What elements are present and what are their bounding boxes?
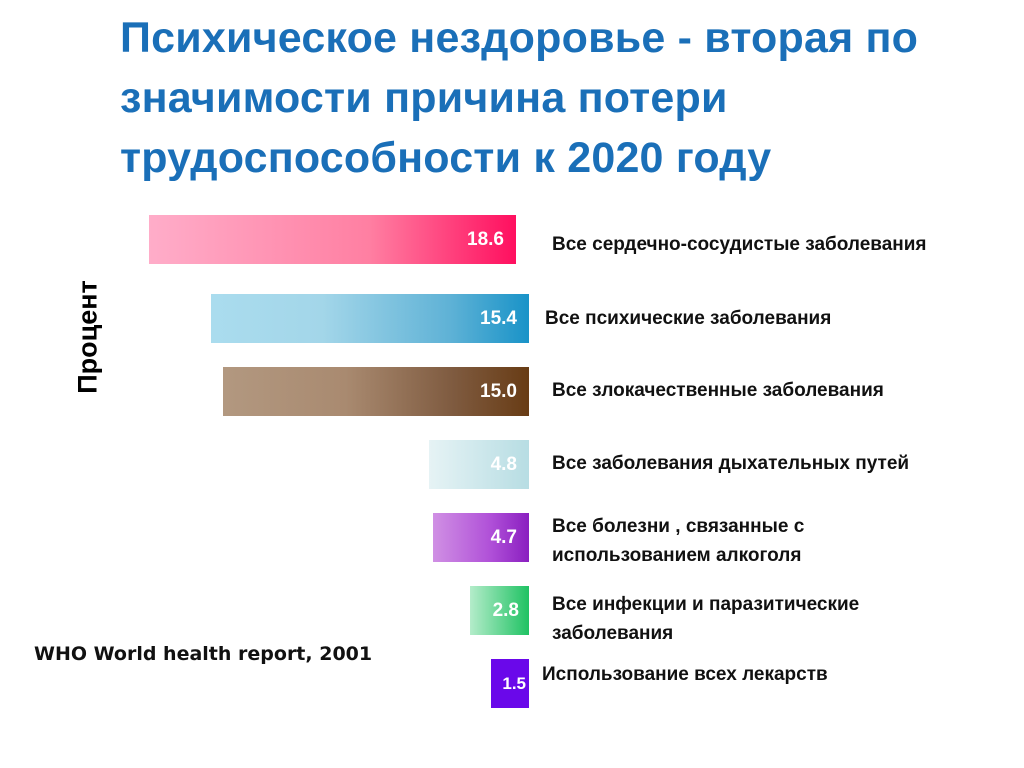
category-label-infections: Все инфекции и паразитические заболевани… — [552, 590, 1012, 648]
page-title: Психическое нездоровье - вторая по значи… — [120, 14, 919, 182]
category-label-mental: Все психические заболевания — [545, 308, 832, 329]
bar-alcohol: 4.7 — [433, 513, 529, 562]
bar-cardiovascular: 18.6 — [149, 215, 516, 264]
y-axis-label: Процент — [72, 280, 103, 394]
label-line: Все инфекции и паразитические — [552, 594, 860, 615]
bar-infections: 2.8 — [470, 586, 529, 635]
bar-value: 15.0 — [480, 380, 517, 402]
category-label-cancer: Все злокачественные заболевания — [552, 380, 884, 401]
bar-drugs: 1.5 — [491, 659, 529, 708]
label-line: Все болезни , связанные с — [552, 516, 805, 537]
bar-value: 4.7 — [490, 526, 517, 548]
source-citation: WHO World health report, 2001 — [34, 643, 373, 665]
category-label-cardiovascular: Все сердечно-сосудистые заболевания — [552, 234, 927, 255]
category-label-respiratory: Все заболевания дыхательных путей — [552, 453, 910, 474]
bar-cancer: 15.0 — [223, 367, 529, 416]
bar-value: 15.4 — [480, 307, 517, 329]
label-line: использованием алкоголя — [552, 545, 802, 566]
bar-value: 18.6 — [467, 228, 504, 250]
category-label-drugs: Использование всех лекарств — [542, 664, 828, 685]
bar-mental: 15.4 — [211, 294, 529, 343]
bar-respiratory: 4.8 — [429, 440, 529, 489]
bar-value: 2.8 — [492, 599, 519, 621]
bar-value: 4.8 — [490, 453, 517, 475]
bar-value: 1.5 — [502, 673, 526, 693]
label-line: заболевания — [552, 623, 674, 644]
category-label-alcohol: Все болезни , связанные с использованием… — [552, 512, 1012, 570]
